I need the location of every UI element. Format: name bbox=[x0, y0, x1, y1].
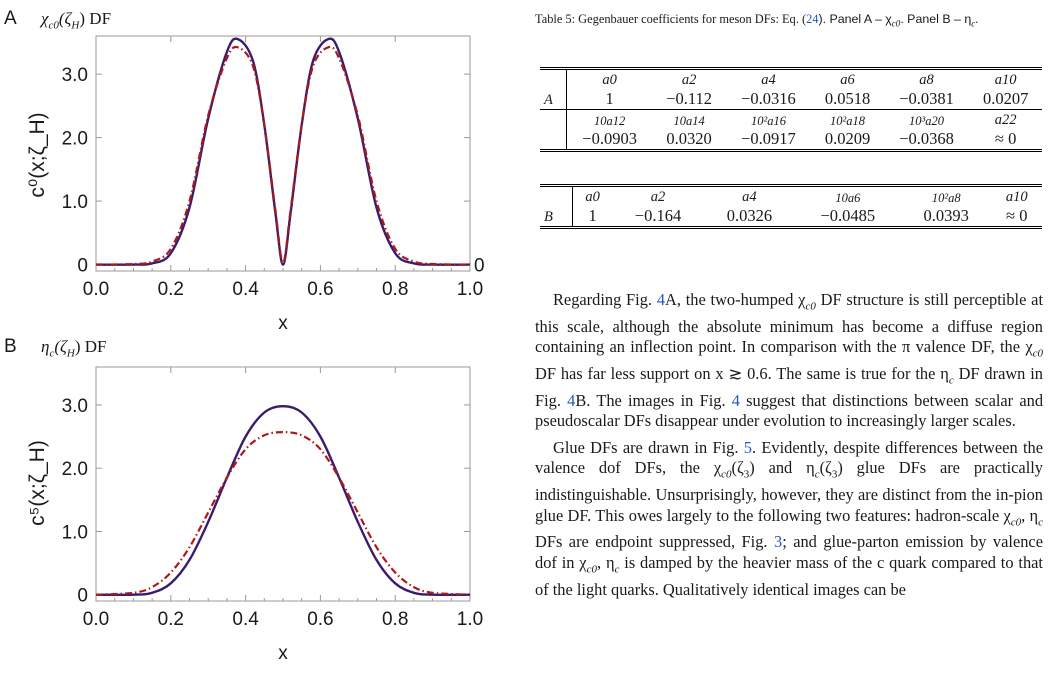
fig-ref-link[interactable]: 5 bbox=[743, 437, 752, 457]
table-caption: Table 5: Gegenbauer coefficients for mes… bbox=[535, 12, 979, 29]
table-b-cell: 0.0393 bbox=[923, 206, 969, 225]
table-a-cell: −0.0381 bbox=[899, 89, 954, 108]
y-axis-label: c⁵(x;ζ_H) bbox=[26, 440, 49, 526]
y-tick-label: 1.0 bbox=[62, 522, 88, 543]
y-tick-label: 0 bbox=[77, 586, 88, 607]
right-tick-label: 0 bbox=[474, 256, 485, 277]
plot-frame bbox=[95, 366, 471, 602]
fig-ref-link[interactable]: 4 bbox=[567, 390, 576, 410]
table-a-label: A bbox=[540, 70, 567, 110]
panel-b-title: ηc(ζH) DF bbox=[41, 337, 107, 360]
table-a: A a0 a2 a4 a6 a8 a10 1 −0.112 −0.0316 0.… bbox=[540, 67, 1042, 152]
fig-ref-link[interactable]: 3 bbox=[773, 532, 783, 552]
x-tick-label: 0.4 bbox=[232, 279, 259, 300]
table-a-head: 10a14 bbox=[673, 114, 705, 128]
table-b-cell: ≈ 0 bbox=[1006, 206, 1028, 225]
table-a-cell: −0.112 bbox=[666, 89, 713, 108]
y-tick-label: 2.0 bbox=[62, 129, 88, 150]
table-a-cell: ≈ 0 bbox=[994, 129, 1017, 148]
y-tick-label: 3.0 bbox=[62, 65, 88, 86]
table-a-head: a10 bbox=[994, 72, 1017, 88]
fig-ref-link[interactable]: 4 bbox=[656, 290, 666, 309]
table-a-head: a0 bbox=[602, 72, 617, 88]
table-b-head: a10 bbox=[1005, 189, 1028, 205]
x-tick-label: 0.8 bbox=[382, 279, 408, 300]
table-a-cell: −0.0903 bbox=[582, 129, 637, 148]
series-solid-line bbox=[95, 37, 471, 266]
table-a-cell: 0.0518 bbox=[824, 89, 871, 108]
plot-frame bbox=[95, 35, 471, 272]
table-b-label: B bbox=[540, 187, 574, 226]
table-a-cell: 0.0320 bbox=[666, 129, 712, 148]
table-a-head: a4 bbox=[761, 72, 776, 88]
table-a-head: a2 bbox=[681, 72, 697, 88]
table-b-head: a2 bbox=[650, 189, 666, 205]
table-a-head: 10²a18 bbox=[830, 114, 865, 128]
table-b-cell: 1 bbox=[588, 206, 597, 225]
x-tick-label: 0.4 bbox=[232, 609, 259, 630]
y-tick-label: 1.0 bbox=[62, 192, 88, 213]
table-b-cell: 0.0326 bbox=[726, 206, 773, 225]
x-tick-label: 0.2 bbox=[158, 279, 184, 300]
panel-b-letter: B bbox=[4, 336, 17, 357]
x-tick-label: 0.2 bbox=[158, 609, 184, 630]
body-text: Regarding Fig. 4A, the two-humped χc0 DF… bbox=[535, 290, 1043, 600]
paragraph-1: Regarding Fig. 4A, the two-humped χc0 DF… bbox=[535, 290, 1044, 431]
table-b-head: 10²a8 bbox=[931, 191, 961, 205]
series-dashdot-line bbox=[95, 430, 471, 596]
table-b: B a0 a2 a4 10a6 10²a8 a10 1 −0.164 0.032… bbox=[540, 184, 1042, 229]
x-tick-label: 0.6 bbox=[307, 279, 333, 300]
table-a-cell: 0.0209 bbox=[824, 129, 871, 148]
panel-a-title: χc0(ζH) DF bbox=[41, 9, 112, 32]
y-axis-label: c⁰(x;ζ_H) bbox=[26, 112, 49, 197]
fig-ref-link[interactable]: 4 bbox=[731, 390, 740, 410]
table-a-head: a6 bbox=[840, 72, 855, 88]
figure-panel-b: B ηc(ζH) DF 0.0 0.2 0.4 0.6 0.8 1.0 0 1.0 2.0 3.0… bbox=[0, 333, 520, 674]
table-a-head: a22 bbox=[994, 112, 1017, 128]
table-a-cell: 0.0207 bbox=[982, 89, 1029, 108]
x-tick-label: 0.6 bbox=[307, 609, 333, 630]
chart-b: 0.0 0.2 0.4 0.6 0.8 1.0 0 1.0 2.0 3.0 x c⁵(x;ζ_H) bbox=[26, 366, 483, 664]
table-b-cell: −0.0485 bbox=[820, 206, 876, 225]
table-a-cell: −0.0917 bbox=[741, 129, 796, 148]
x-tick-label: 1.0 bbox=[457, 279, 483, 300]
y-tick-label: 3.0 bbox=[62, 396, 88, 417]
table-a-head: 10³a20 bbox=[909, 114, 945, 128]
table-a-cell: −0.0316 bbox=[741, 89, 796, 108]
table-b-head: 10a6 bbox=[835, 191, 861, 205]
table-a-cell: 1 bbox=[605, 89, 614, 108]
x-tick-label: 1.0 bbox=[457, 609, 483, 630]
eq-ref-link[interactable]: 24 bbox=[806, 12, 819, 26]
table-a-head: a8 bbox=[919, 72, 934, 88]
y-tick-label: 2.0 bbox=[62, 459, 88, 480]
x-tick-label: 0.0 bbox=[83, 609, 109, 630]
table-a-head: 10a12 bbox=[594, 114, 626, 128]
table-a-cell: −0.0368 bbox=[899, 129, 954, 148]
y-tick-label: 0 bbox=[77, 256, 88, 277]
series-solid-line bbox=[95, 404, 471, 597]
table-b-head: a4 bbox=[742, 189, 757, 205]
table-a-head: 10²a16 bbox=[750, 114, 786, 128]
panel-a-letter: A bbox=[4, 8, 17, 29]
x-tick-label: 0.0 bbox=[83, 279, 109, 300]
figure-panel-a: A χc0(ζH) DF 0.0 0.2 0.4 0.6 0.8 1.0 0 1.0 2.0 3.… bbox=[0, 0, 520, 330]
paragraph-2: Glue DFs are drawn in Fig. 5. Evidently,… bbox=[535, 437, 1043, 599]
table-b-cell: −0.164 bbox=[634, 206, 682, 225]
x-axis-label: x bbox=[278, 313, 288, 330]
table-b-head: a0 bbox=[585, 189, 600, 205]
series-dashdot-line bbox=[95, 45, 471, 266]
x-axis-label: x bbox=[278, 643, 288, 664]
x-tick-label: 0.8 bbox=[382, 609, 408, 630]
